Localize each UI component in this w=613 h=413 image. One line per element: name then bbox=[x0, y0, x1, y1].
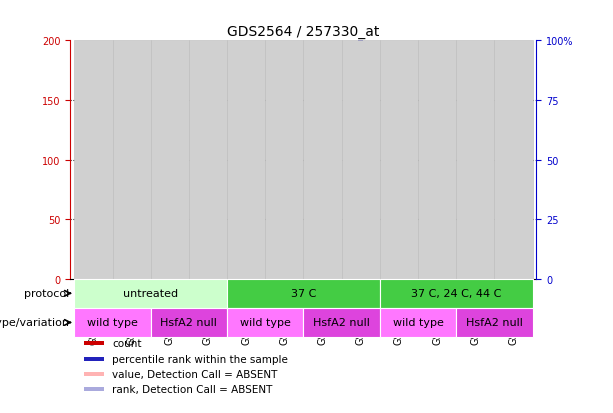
Bar bbox=[85, 372, 104, 376]
Bar bbox=[441, 232, 449, 279]
Bar bbox=[113, 41, 151, 279]
Bar bbox=[74, 41, 113, 279]
Text: rank, Detection Call = ABSENT: rank, Detection Call = ABSENT bbox=[112, 384, 273, 394]
Bar bbox=[211, 220, 220, 279]
Bar bbox=[456, 41, 494, 279]
Text: value, Detection Call = ABSENT: value, Detection Call = ABSENT bbox=[112, 369, 278, 379]
Bar bbox=[303, 308, 380, 337]
Bar bbox=[244, 84, 248, 279]
Bar bbox=[494, 41, 533, 279]
Text: wild type: wild type bbox=[392, 318, 443, 328]
Bar bbox=[359, 22, 363, 279]
Bar bbox=[287, 77, 296, 279]
Title: GDS2564 / 257330_at: GDS2564 / 257330_at bbox=[227, 25, 379, 39]
Text: protocol: protocol bbox=[25, 289, 70, 299]
Bar bbox=[320, 46, 325, 279]
Bar bbox=[503, 169, 524, 279]
Bar bbox=[227, 279, 380, 308]
Bar bbox=[456, 308, 533, 337]
Bar bbox=[151, 41, 189, 279]
Bar bbox=[189, 41, 227, 279]
Bar bbox=[479, 58, 487, 279]
Bar bbox=[465, 107, 485, 279]
Text: count: count bbox=[112, 339, 142, 349]
Bar bbox=[173, 220, 181, 279]
Bar bbox=[265, 41, 303, 279]
Bar bbox=[319, 113, 326, 279]
Bar bbox=[159, 265, 180, 279]
Text: genotype/variation: genotype/variation bbox=[0, 318, 70, 328]
Bar bbox=[151, 308, 227, 337]
Bar bbox=[91, 113, 96, 279]
Text: HsfA2 null: HsfA2 null bbox=[161, 318, 218, 328]
Text: percentile rank within the sample: percentile rank within the sample bbox=[112, 354, 288, 364]
Text: 37 C: 37 C bbox=[291, 289, 316, 299]
Bar bbox=[206, 220, 210, 279]
Bar bbox=[380, 308, 456, 337]
Bar bbox=[341, 41, 380, 279]
Bar bbox=[227, 41, 265, 279]
Text: HsfA2 null: HsfA2 null bbox=[313, 318, 370, 328]
Bar bbox=[74, 308, 151, 337]
Bar bbox=[85, 357, 104, 361]
Text: wild type: wild type bbox=[240, 318, 291, 328]
Bar bbox=[85, 387, 104, 391]
Text: HsfA2 null: HsfA2 null bbox=[466, 318, 523, 328]
Bar bbox=[243, 159, 249, 279]
Bar bbox=[274, 151, 295, 279]
Bar bbox=[380, 279, 533, 308]
Bar bbox=[83, 160, 104, 279]
Bar bbox=[303, 41, 341, 279]
Bar bbox=[227, 308, 303, 337]
Bar bbox=[418, 41, 456, 279]
Bar bbox=[380, 41, 418, 279]
Bar bbox=[85, 342, 104, 345]
Text: 37 C, 24 C, 44 C: 37 C, 24 C, 44 C bbox=[411, 289, 501, 299]
Bar bbox=[389, 176, 409, 279]
Bar bbox=[74, 279, 227, 308]
Bar bbox=[197, 261, 218, 279]
Text: untreated: untreated bbox=[123, 289, 178, 299]
Bar bbox=[435, 232, 440, 279]
Bar bbox=[135, 255, 143, 279]
Bar bbox=[357, 57, 364, 279]
Text: wild type: wild type bbox=[87, 318, 138, 328]
